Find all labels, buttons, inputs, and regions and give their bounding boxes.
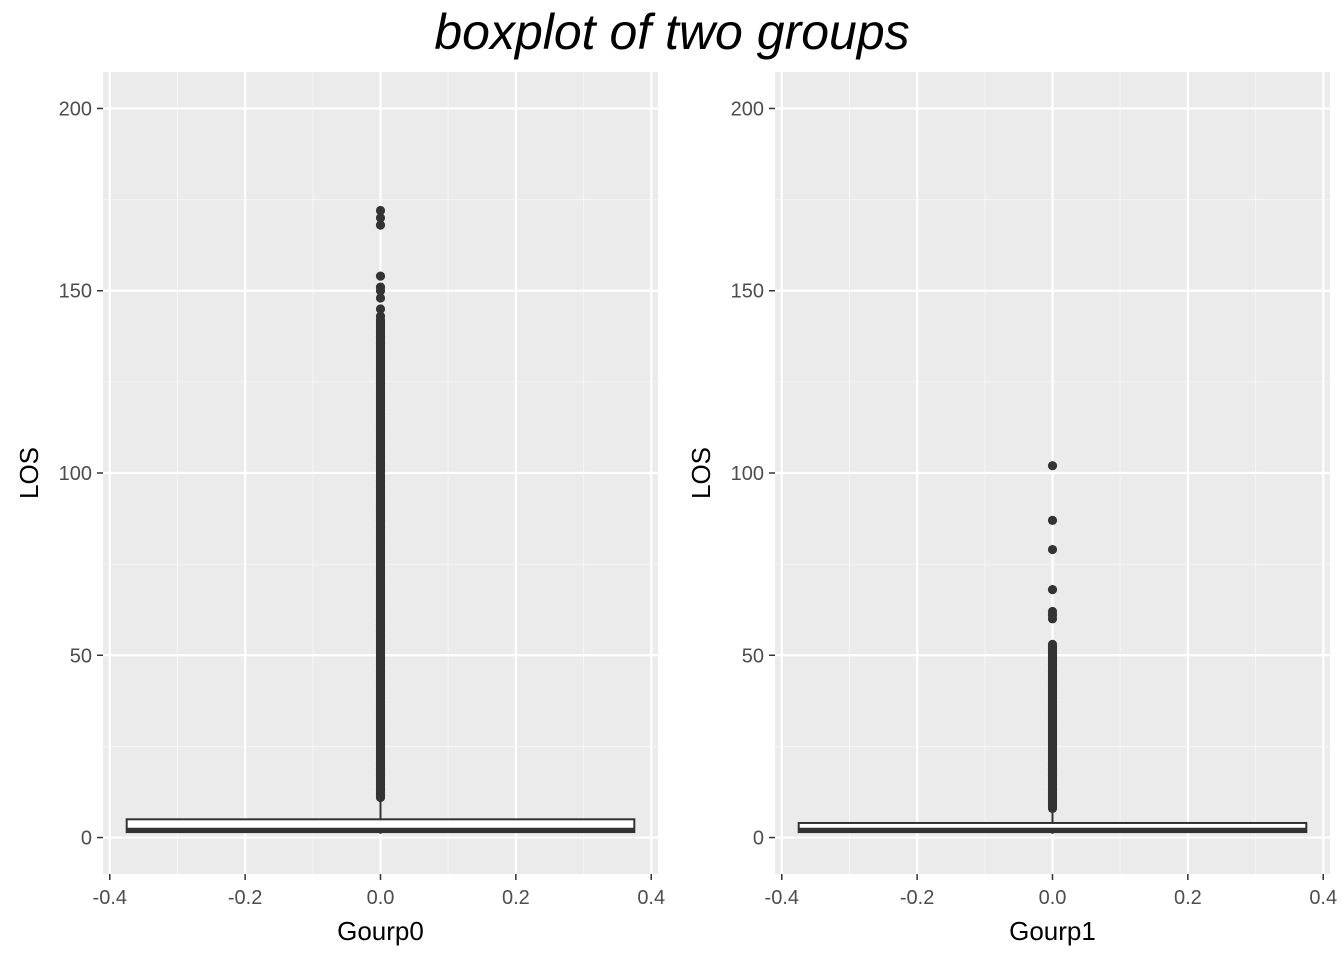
x-tick-label: -0.2 bbox=[900, 887, 934, 909]
y-tick-label: 50 bbox=[70, 645, 92, 667]
outlier-point bbox=[375, 282, 386, 292]
y-tick-label: 0 bbox=[81, 828, 92, 850]
y-axis-title: LOS bbox=[14, 447, 44, 499]
y-tick-label: 200 bbox=[731, 98, 764, 120]
y-tick-label: 100 bbox=[731, 463, 764, 485]
y-tick-label: 150 bbox=[59, 281, 92, 303]
outlier-point bbox=[1047, 639, 1058, 649]
outlier-point bbox=[375, 311, 386, 321]
outlier-point bbox=[1047, 461, 1058, 471]
x-tick-label: 0.2 bbox=[1174, 887, 1202, 909]
outlier-point bbox=[375, 213, 386, 223]
x-tick-label: 0.4 bbox=[1309, 887, 1337, 909]
x-tick-label: -0.4 bbox=[93, 887, 127, 909]
outlier-point bbox=[1047, 544, 1058, 555]
x-axis-title: Gourp1 bbox=[1009, 916, 1096, 946]
chart-title: boxplot of two groups bbox=[434, 4, 910, 60]
x-tick-label: -0.2 bbox=[228, 887, 262, 909]
y-tick-label: 200 bbox=[59, 98, 92, 120]
outlier-point bbox=[1047, 606, 1058, 617]
x-tick-label: 0.0 bbox=[1039, 887, 1067, 909]
y-tick-label: 150 bbox=[731, 281, 764, 303]
outlier-point bbox=[375, 304, 386, 314]
y-axis-title: LOS bbox=[686, 447, 716, 499]
outlier-point bbox=[375, 293, 386, 303]
x-tick-label: 0.0 bbox=[367, 887, 395, 909]
y-tick-label: 100 bbox=[59, 463, 92, 485]
outlier-point bbox=[375, 271, 386, 281]
outlier-point bbox=[375, 220, 386, 230]
y-tick-label: 0 bbox=[753, 828, 764, 850]
y-tick-label: 50 bbox=[742, 645, 764, 667]
panel-1: 0 50 100 150 200 -0.4 -0.2 0.0 0.2 0.4 Gourp1 LOS bbox=[686, 72, 1337, 946]
outlier-point bbox=[1047, 515, 1058, 525]
x-tick-label: 0.4 bbox=[637, 887, 665, 909]
x-tick-label: -0.4 bbox=[765, 887, 799, 909]
x-tick-label: 0.2 bbox=[502, 887, 530, 909]
panel-0: 0 50 100 150 200 -0.4 -0.2 0.0 0.2 0.4 Gourp0 LOS bbox=[14, 72, 665, 946]
x-axis-title: Gourp0 bbox=[337, 916, 424, 946]
outlier-point bbox=[375, 205, 386, 216]
outlier-point bbox=[1047, 585, 1058, 595]
